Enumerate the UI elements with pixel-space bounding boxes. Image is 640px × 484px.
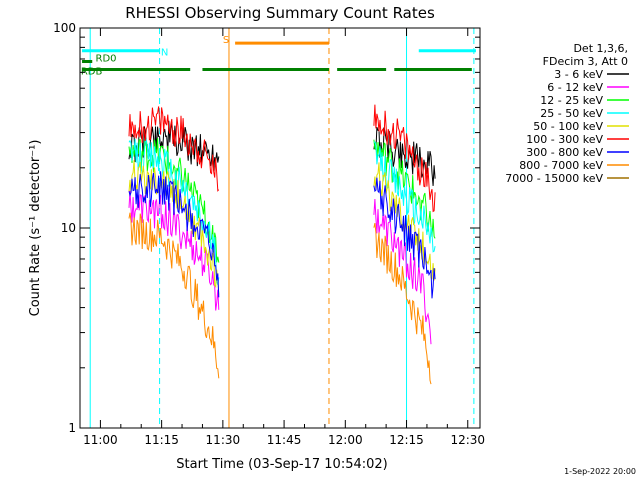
legend-header-line-2: FDecim 3, Att 0 [543,55,628,68]
x-tick-label-2: 11:30 [206,433,241,447]
y-axis-label: Count Rate (s⁻¹ detector⁻¹) [28,140,43,317]
legend-entry-label-2: 12 - 25 keV [540,94,603,107]
series-seg2-1 [373,198,432,345]
flag-label-rdb: RDB [81,67,103,78]
plot-area: N S RD0 RDB 11:00 11:15 11:30 11:45 12:00 12:15 12… [53,21,485,447]
series-seg1-2 [128,137,220,263]
flag-label-s: S [223,35,229,46]
y-tick-label-1: 10 [61,221,76,235]
footer-timestamp: 1-Sep-2022 20:00 [564,467,636,476]
x-tick-label-4: 12:00 [328,433,363,447]
flag-label-rd0: RD0 [96,53,117,64]
legend-entry-label-1: 6 - 12 keV [547,81,603,94]
series-seg1-7 [128,212,220,379]
x-tick-label-5: 12:15 [389,433,424,447]
series-seg2-6 [373,177,436,299]
y-tick-label-0: 1 [68,421,76,435]
legend-entry-label-4: 50 - 100 keV [533,120,603,133]
legend-entry-label-8: 7000 - 15000 keV [505,172,603,185]
x-tick-label-3: 11:45 [267,433,302,447]
legend-entry-label-3: 25 - 50 keV [540,107,603,120]
legend-header-line-1: Det 1,3,6, [573,42,628,55]
series-seg1-0 [128,120,220,171]
x-axis-label: Start Time (03-Sep-17 10:54:02) [176,457,387,472]
x-tick-label-0: 11:00 [83,433,118,447]
x-tick-label-1: 11:15 [144,433,179,447]
series-seg1-5 [128,106,220,192]
legend-entry-label-0: 3 - 6 keV [554,68,603,81]
legend-entry-label-6: 300 - 800 keV [526,146,603,159]
series-seg2-7 [373,222,432,385]
legend-entry-label-7: 800 - 7000 keV [519,159,603,172]
y-tick-label-2: 100 [53,21,76,35]
series-seg1-6 [128,171,220,298]
chart-title: RHESSI Observing Summary Count Rates [125,4,435,22]
series-seg1-4 [128,160,220,295]
series-seg2-5 [373,104,436,213]
x-tick-label-6: 12:30 [450,433,485,447]
flag-label-n: N [161,48,168,59]
legend-entry-label-5: 100 - 300 keV [526,133,603,146]
